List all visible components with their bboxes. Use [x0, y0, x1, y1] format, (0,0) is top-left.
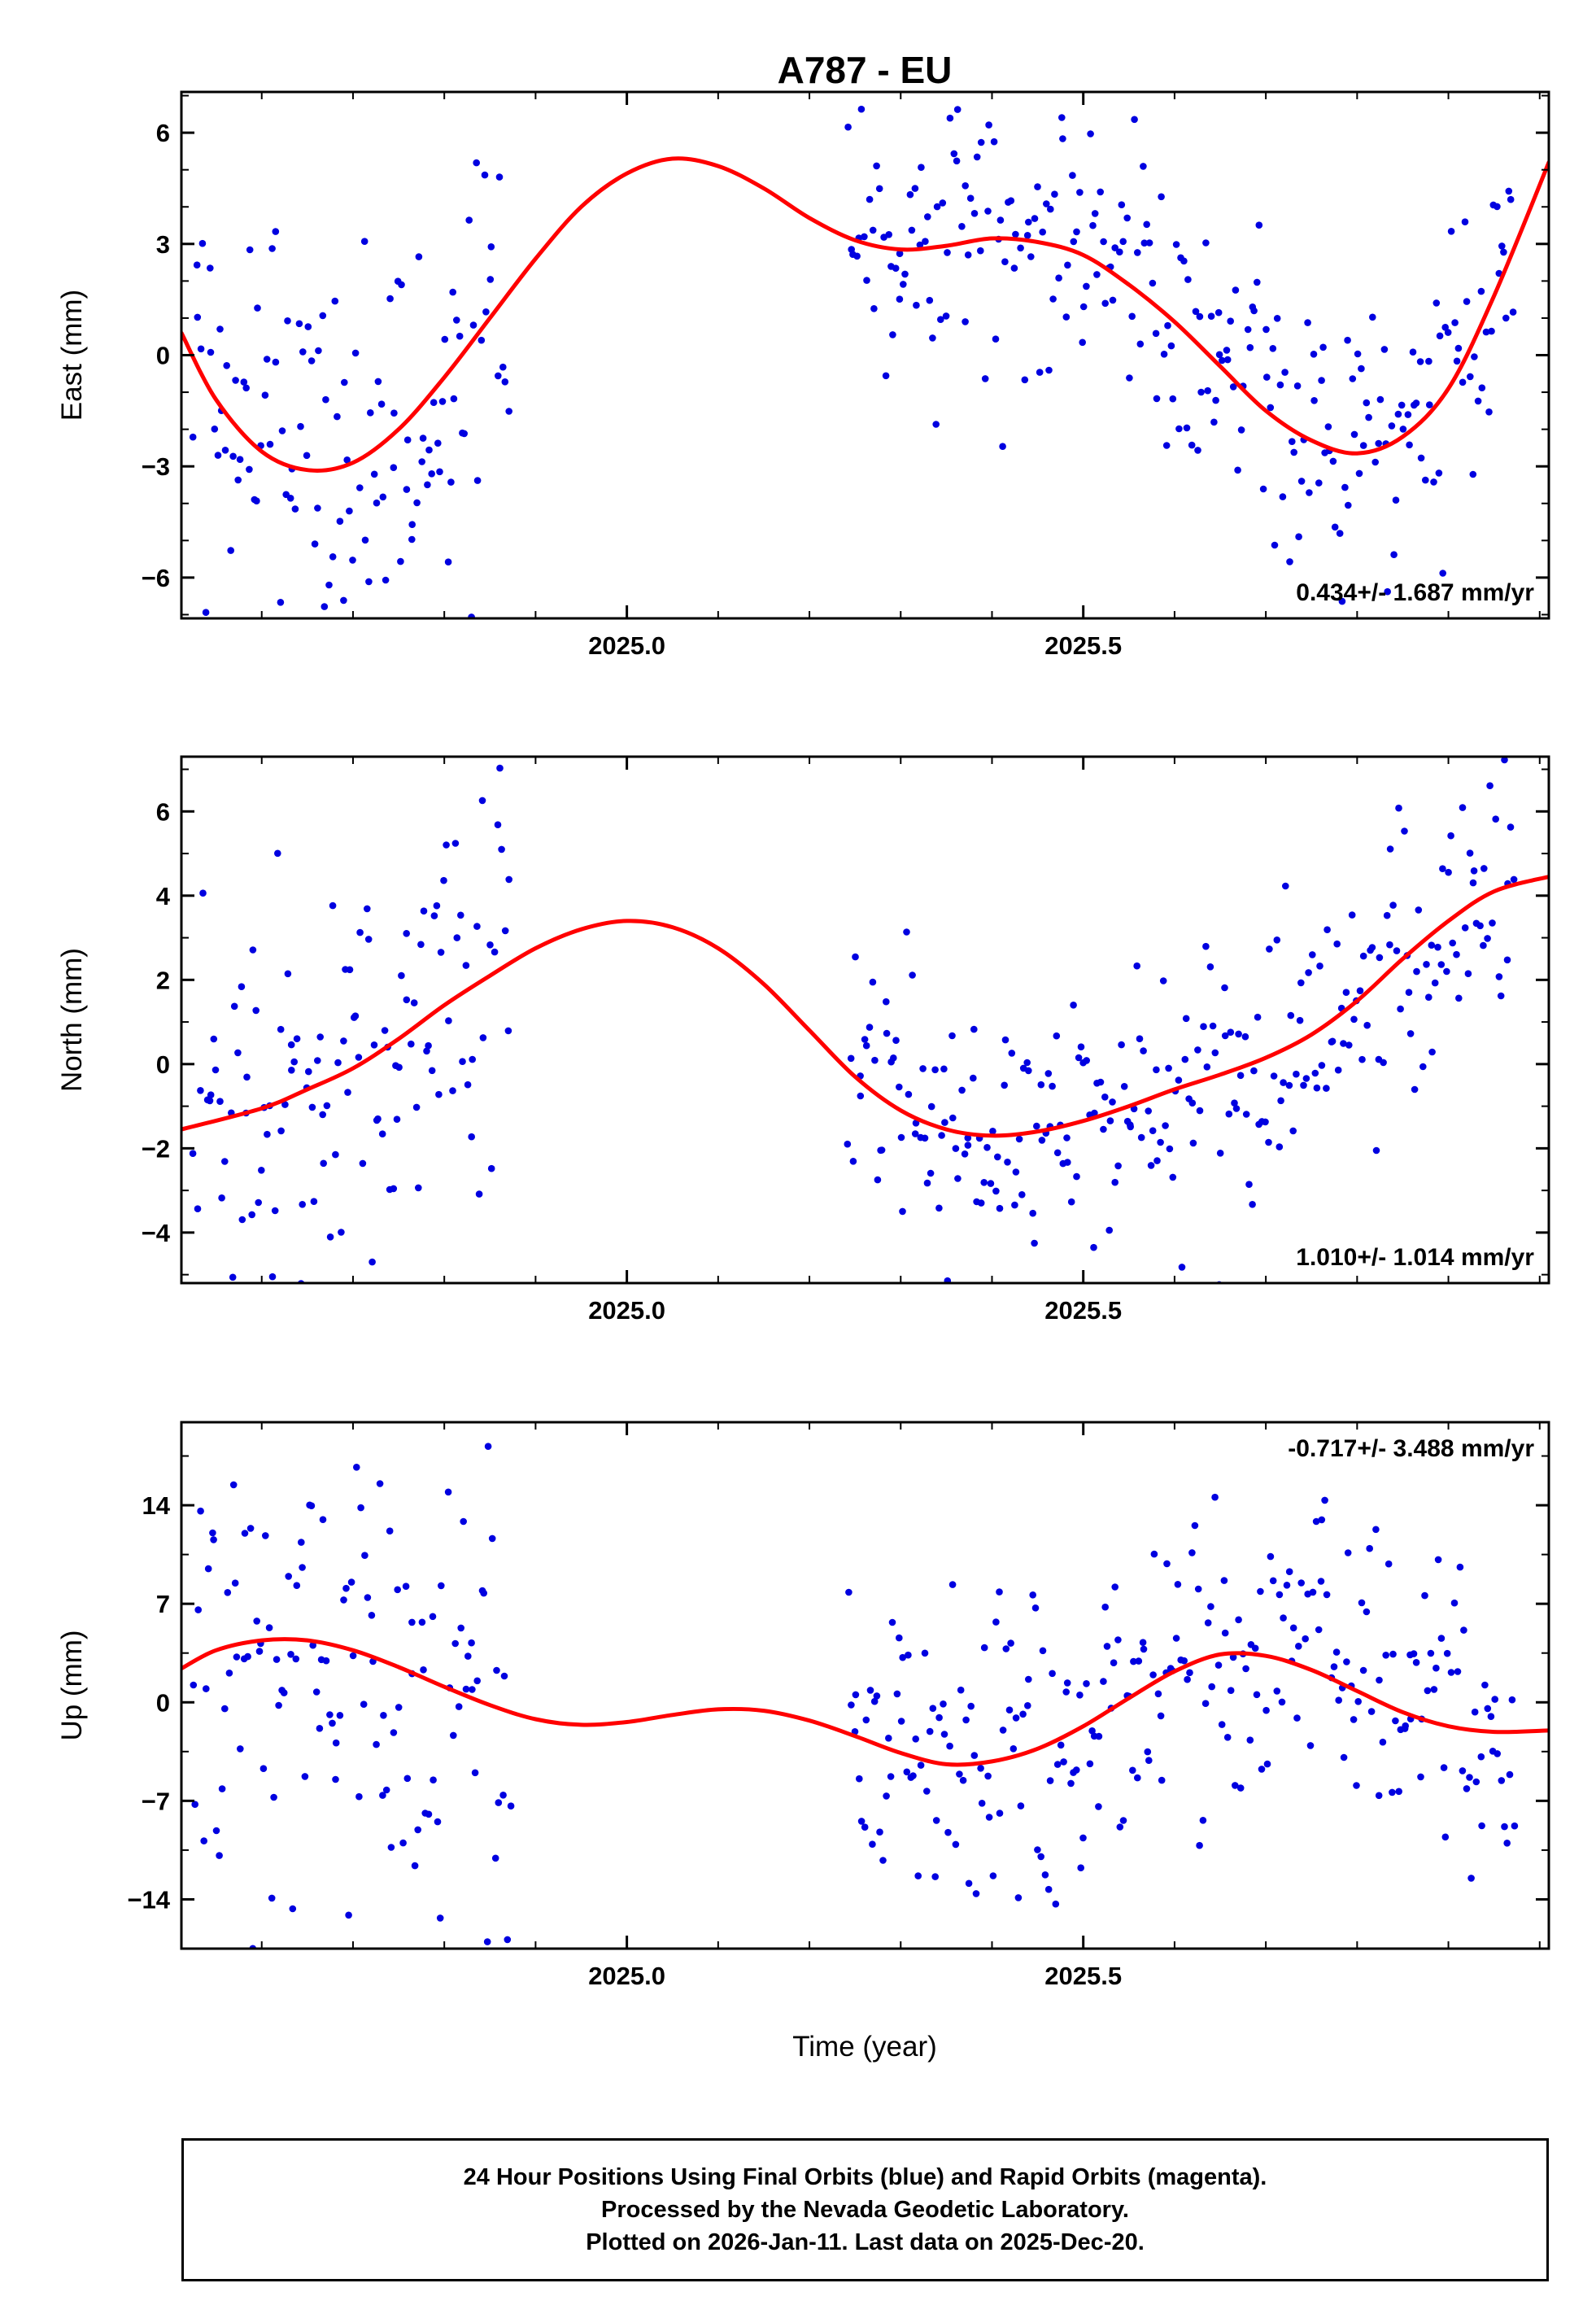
east-frame	[180, 90, 1550, 620]
east-axis-title: East (mm)	[56, 290, 88, 421]
east-ytick-label: 0	[156, 342, 170, 370]
footer-line-2: Processed by the Nevada Geodetic Laborat…	[601, 2196, 1129, 2223]
east-scatter-points	[189, 105, 1517, 618]
chart-title: A787 - EU	[778, 49, 953, 91]
east-ticks	[181, 92, 1549, 618]
north-ticks	[181, 757, 1549, 1283]
east-ytick-label: 3	[156, 230, 170, 259]
up-axis-title: Up (mm)	[56, 1630, 88, 1740]
up-ytick-label: −7	[142, 1787, 170, 1815]
up-scatter-points	[190, 1443, 1519, 1949]
east-ytick-label: −3	[142, 452, 170, 481]
panel-east: −6 −3 0 3 6 2025.0 2025.5 East (mm) 0.434+/- 1.6…	[56, 90, 1550, 660]
east-rate-annotation: 0.434+/- 1.687 mm/yr	[1296, 579, 1534, 606]
up-frame	[180, 1421, 1550, 1950]
north-ytick-label: 2	[156, 966, 170, 994]
east-ytick-label: −6	[142, 564, 170, 592]
up-xtick-label: 2025.0	[588, 1962, 665, 1990]
north-rate-annotation: 1.010+/- 1.014 mm/yr	[1296, 1244, 1534, 1271]
footer-note: 24 Hour Positions Using Final Orbits (bl…	[181, 2138, 1549, 2281]
footer-line-1: 24 Hour Positions Using Final Orbits (bl…	[463, 2163, 1267, 2190]
north-ytick-label: 4	[156, 882, 171, 910]
east-xtick-label: 2025.5	[1044, 631, 1122, 660]
up-rate-annotation: -0.717+/- 3.488 mm/yr	[1288, 1435, 1534, 1462]
east-xtick-label: 2025.0	[588, 631, 665, 660]
up-xtick-label: 2025.5	[1044, 1962, 1122, 1990]
north-xtick-label: 2025.0	[588, 1296, 665, 1325]
up-ytick-label: −14	[127, 1885, 170, 1914]
north-trend-line	[181, 875, 1549, 1138]
panel-north: −4 −2 0 2 4 6 2025.0 2025.5 North (mm) 1.010+/- 1…	[56, 755, 1550, 1325]
north-ytick-label: −4	[142, 1219, 171, 1247]
panel-up: −14 −7 0 7 14 2025.0 2025.5 Up (mm) -0.717+/- 3.…	[56, 1421, 1550, 1990]
east-ytick-label: 6	[156, 119, 170, 147]
east-trend-line	[181, 156, 1549, 473]
up-ytick-label: 14	[142, 1491, 171, 1520]
up-trend-line	[181, 1637, 1549, 1767]
north-ytick-label: 6	[156, 797, 170, 826]
north-axis-title: North (mm)	[56, 948, 88, 1092]
x-axis-title: Time (year)	[792, 2031, 937, 2063]
up-ytick-label: 7	[156, 1590, 170, 1618]
north-ytick-label: 0	[156, 1050, 170, 1079]
north-frame	[180, 755, 1550, 1285]
north-scatter-points	[189, 757, 1518, 1283]
north-xtick-label: 2025.5	[1044, 1296, 1122, 1325]
footer-line-3: Plotted on 2026-Jan-11. Last data on 202…	[586, 2229, 1145, 2255]
north-ytick-label: −2	[142, 1134, 170, 1163]
up-ytick-label: 0	[156, 1688, 170, 1717]
